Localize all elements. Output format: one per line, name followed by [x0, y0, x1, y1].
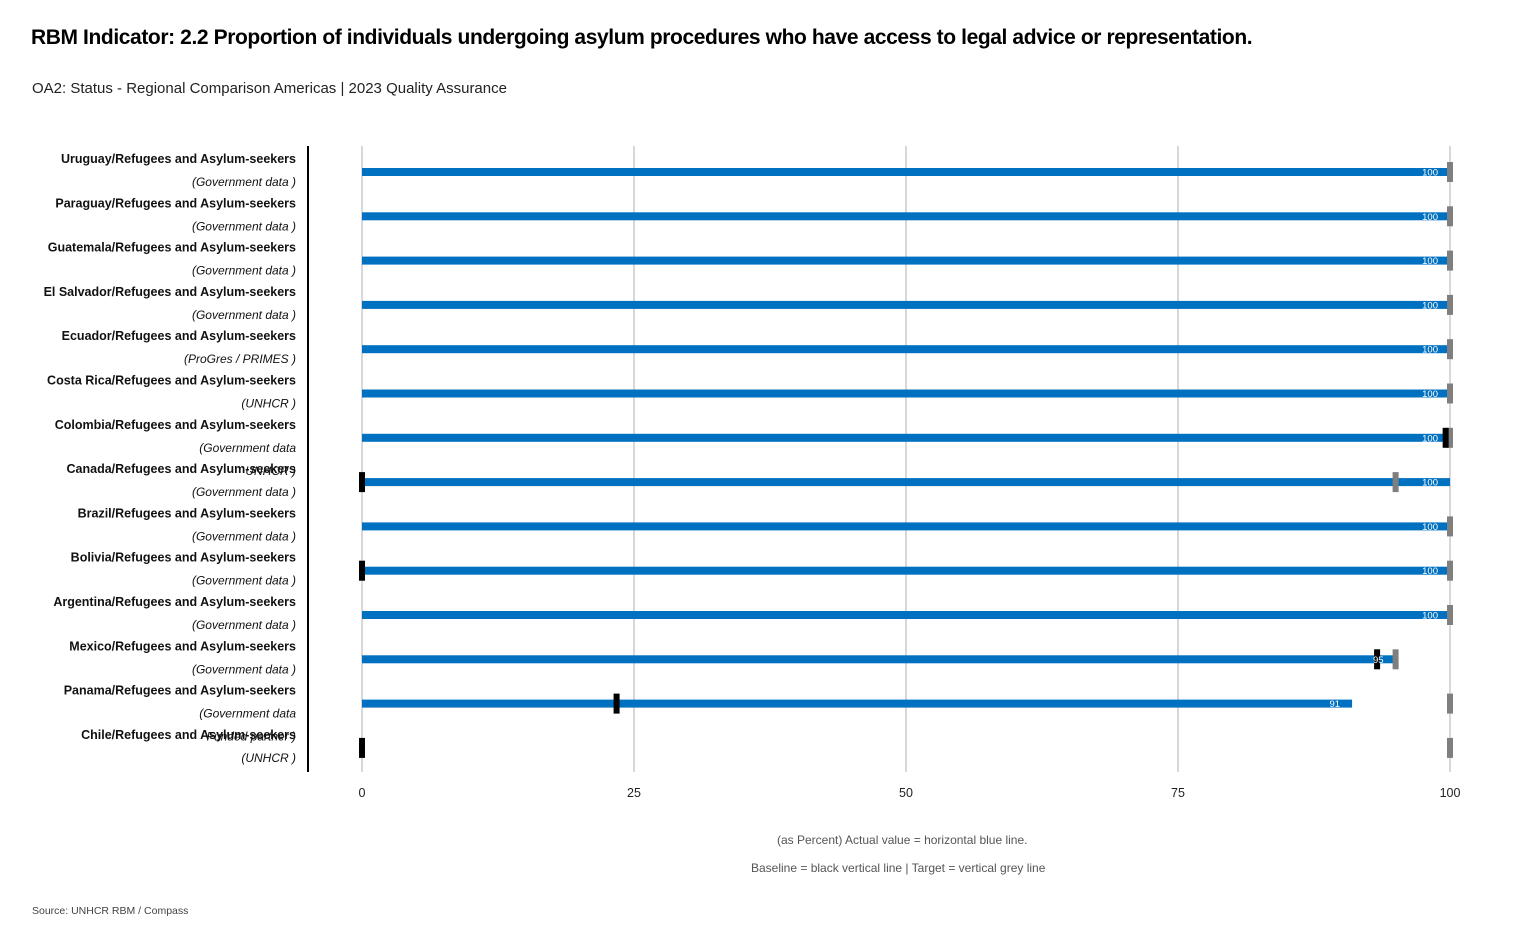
target-marker: [1447, 383, 1453, 404]
target-marker: [1447, 560, 1453, 581]
actual-bar: [362, 256, 1450, 265]
target-marker: [1447, 737, 1453, 758]
target-marker: [1447, 427, 1453, 448]
category-label: Chile/Refugees and Asylum-seekers: [81, 728, 296, 742]
actual-bar: [362, 345, 1450, 354]
target-marker: [1447, 294, 1453, 315]
category-source-label: (Government data: [199, 707, 296, 721]
gridlines: [361, 146, 1451, 772]
category-source-label: (Government data ): [192, 308, 296, 322]
baseline-marker: [1374, 649, 1381, 670]
category-source-label: (Government data ): [192, 264, 296, 278]
value-label: 100: [1422, 389, 1438, 400]
actual-bar: [362, 655, 1396, 664]
value-label: 100: [1422, 212, 1438, 223]
value-label: 100: [1422, 256, 1438, 267]
value-label: 100: [1422, 478, 1438, 489]
category-source-label: (ProGres / PRIMES ): [184, 352, 296, 366]
category-source-label: (Government data ): [192, 485, 296, 499]
x-axis-ticks: 0 25 50 75 100: [359, 786, 1461, 800]
category-label: Paraguay/Refugees and Asylum-seekers: [55, 196, 296, 210]
category-source-label: Funded partner ): [207, 730, 296, 744]
target-marker: [1447, 516, 1453, 537]
category-label: Brazil/Refugees and Asylum-seekers: [78, 506, 296, 520]
category-label: Bolivia/Refugees and Asylum-seekers: [71, 551, 296, 565]
baseline-marker: [613, 693, 620, 714]
value-label: 100: [1422, 345, 1438, 356]
legend-note-actual: (as Percent) Actual value = horizontal b…: [777, 833, 1028, 847]
x-tick-label: 25: [627, 786, 641, 800]
category-source-label: (Government data ): [192, 219, 296, 233]
baseline-marker: [359, 737, 365, 758]
category-source-label: (UNHCR ): [241, 751, 296, 765]
chart-title: RBM Indicator: 2.2 Proportion of individ…: [31, 26, 1253, 49]
target-marker: [1447, 162, 1453, 182]
value-label: 100: [1422, 168, 1438, 179]
baseline-marker: [359, 560, 365, 581]
actual-bar: [362, 699, 1353, 708]
category-label: Ecuador/Refugees and Asylum-seekers: [62, 329, 296, 343]
legend-note-baseline-target: Baseline = black vertical line | Target …: [751, 861, 1046, 875]
x-tick-label: 0: [359, 786, 366, 800]
category-labels: Uruguay/Refugees and Asylum-seekers (Gove…: [44, 152, 297, 765]
value-label: 91: [1330, 699, 1341, 710]
target-marker: [1392, 649, 1399, 670]
x-tick-label: 50: [899, 786, 913, 800]
target-marker: [1447, 250, 1453, 271]
value-label: 100: [1422, 300, 1438, 311]
target-marker: [1447, 605, 1453, 625]
category-source-label: (Government data: [199, 441, 296, 455]
target-marker: [1447, 206, 1453, 227]
value-label: 100: [1422, 522, 1438, 533]
actual-bar: [362, 522, 1450, 531]
chart-subtitle: OA2: Status - Regional Comparison Americ…: [32, 80, 507, 97]
actual-bar: [362, 212, 1450, 221]
category-source-label: UNHCR ): [245, 464, 296, 478]
category-label: Guatemala/Refugees and Asylum-seekers: [48, 241, 296, 255]
category-source-label: (Government data ): [192, 529, 296, 543]
value-label: 100: [1422, 611, 1438, 622]
category-label: El Salvador/Refugees and Asylum-seekers: [44, 285, 296, 299]
category-source-label: (Government data ): [192, 662, 296, 676]
value-label: 95: [1373, 655, 1384, 666]
target-marker: [1447, 339, 1453, 360]
actual-bar: [362, 168, 1450, 176]
baseline-marker: [1442, 427, 1449, 448]
actual-bar: [362, 478, 1450, 487]
category-label: Panama/Refugees and Asylum-seekers: [64, 684, 296, 698]
category-label: Uruguay/Refugees and Asylum-seekers: [61, 152, 296, 166]
actual-bar: [362, 611, 1450, 619]
chart-area: Uruguay/Refugees and Asylum-seekers (Gove…: [44, 146, 1461, 800]
category-source-label: (UNHCR ): [241, 397, 296, 411]
target-marker: [1392, 472, 1399, 493]
x-tick-label: 100: [1440, 786, 1461, 800]
value-label: 100: [1422, 433, 1438, 444]
baseline-marker: [359, 472, 365, 493]
actual-bar: [362, 389, 1450, 398]
category-label: Costa Rica/Refugees and Asylum-seekers: [47, 374, 296, 388]
actual-bar: [362, 566, 1450, 575]
value-label: 100: [1422, 566, 1438, 577]
source-note: Source: UNHCR RBM / Compass: [32, 905, 189, 917]
category-label: Argentina/Refugees and Asylum-seekers: [53, 595, 296, 609]
target-marker: [1447, 693, 1453, 714]
actual-bar: [362, 433, 1450, 442]
category-label: Canada/Refugees and Asylum-seekers: [67, 462, 297, 476]
bars: 100 100 100 100 100 100 100 100 100 100 100 95 91: [359, 162, 1453, 758]
category-label: Mexico/Refugees and Asylum-seekers: [69, 639, 296, 653]
category-label: Colombia/Refugees and Asylum-seekers: [55, 418, 296, 432]
x-tick-label: 75: [1171, 786, 1185, 800]
category-source-label: (Government data ): [192, 574, 296, 588]
category-source-label: (Government data ): [192, 618, 296, 632]
actual-bar: [362, 300, 1450, 309]
category-source-label: (Government data ): [192, 175, 296, 189]
